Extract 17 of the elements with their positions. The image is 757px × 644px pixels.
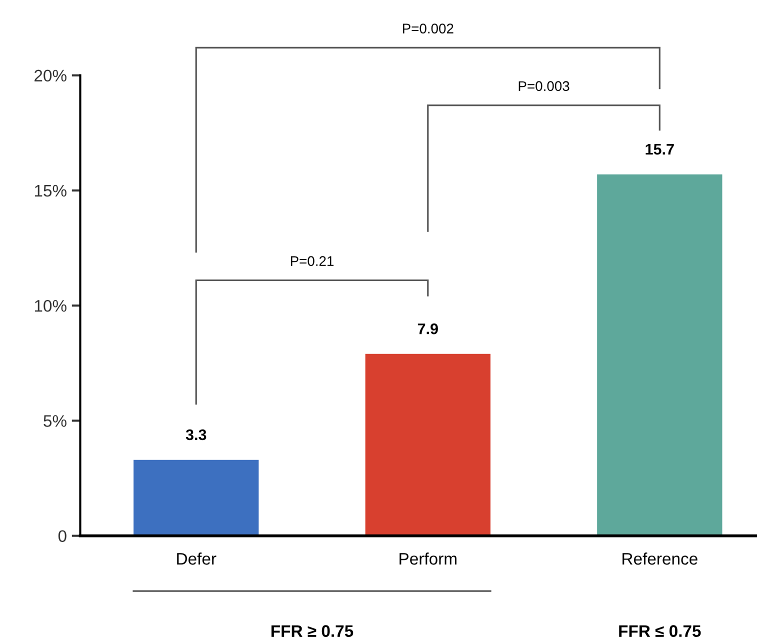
text: FFR ≤ 0.75 [619,625,701,637]
data-label: 15.7 [646,144,674,155]
y-tick-label: 0 [58,530,66,542]
y-tick-label: 15% [34,184,66,197]
y-tick-label: 20% [34,70,66,82]
x-tick-label: Perform [400,552,456,565]
data-label: 7.9 [418,323,438,334]
y-tick-label: 5% [44,415,66,427]
text: P=0.002 [402,24,454,34]
annotation: P=0.003 [518,81,570,92]
y-tick-label: 10% [34,300,66,312]
x-tick-label: Defer [177,552,216,565]
annotation: P=0.21 [290,256,334,266]
bar [134,460,259,536]
data-label: 3.3 [186,429,206,440]
text: FFR ≥ 0.75 [272,625,354,637]
x-tick-label: Reference [622,552,698,565]
